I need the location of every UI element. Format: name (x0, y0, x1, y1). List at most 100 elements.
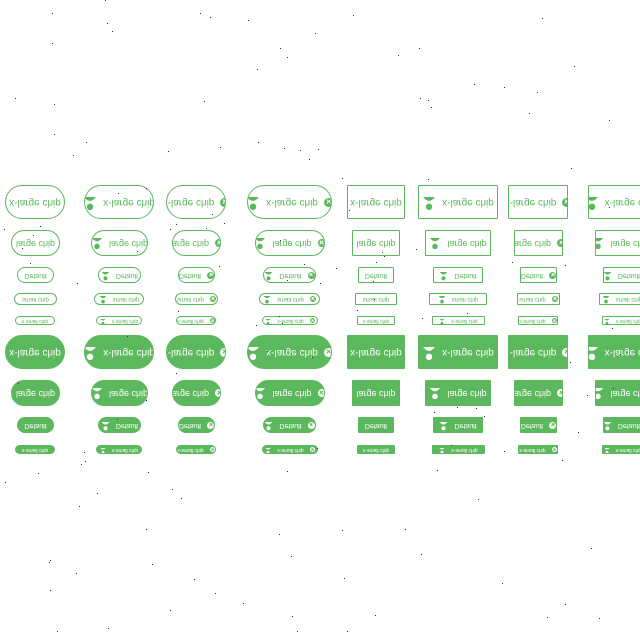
x-large-filled-pill-chip[interactable]: x-large chip (166, 335, 226, 369)
small-outlined-pill-chip[interactable]: small chip (94, 293, 144, 305)
default-outlined-pill-chip[interactable]: Default (98, 267, 141, 283)
close-circle-icon[interactable] (323, 347, 331, 357)
noise-pixel (33, 235, 34, 236)
x-small-filled-rect-chip[interactable]: x-small chip (602, 445, 640, 454)
default-outlined-rect-chip[interactable]: Default (603, 267, 640, 283)
default-outlined-rect-chip[interactable]: Default (433, 267, 483, 283)
close-circle-icon[interactable] (309, 318, 315, 323)
x-large-filled-pill-chip[interactable]: x-large chip (247, 335, 332, 369)
x-large-outlined-rect-chip[interactable]: x-large chip (588, 185, 640, 219)
close-circle-icon[interactable] (207, 421, 214, 429)
default-filled-rect-chip[interactable]: Default (603, 417, 640, 433)
x-large-outlined-rect-chip[interactable]: x-large chip (418, 185, 498, 219)
large-outlined-rect-chip[interactable]: large chip (352, 230, 400, 256)
close-circle-icon[interactable] (551, 318, 557, 323)
x-small-filled-pill-chip[interactable]: x-small chip (176, 445, 216, 454)
close-circle-icon[interactable] (215, 239, 220, 247)
large-outlined-pill-chip[interactable]: large chip (255, 230, 325, 256)
default-outlined-rect-chip[interactable]: Default (358, 267, 394, 283)
close-circle-icon[interactable] (549, 421, 556, 429)
close-circle-icon[interactable] (549, 271, 556, 279)
large-filled-rect-chip[interactable]: large chip (514, 380, 563, 406)
x-small-outlined-rect-chip[interactable]: x-small chip (432, 316, 485, 325)
x-large-filled-pill-chip[interactable]: x-large chip (84, 335, 154, 369)
x-large-outlined-pill-chip[interactable]: x-large chip (5, 185, 65, 219)
large-outlined-rect-chip[interactable]: large chip (514, 230, 563, 256)
close-circle-icon[interactable] (309, 447, 315, 452)
default-filled-pill-chip[interactable]: Default (17, 417, 54, 433)
close-circle-icon[interactable] (309, 296, 316, 302)
default-outlined-pill-chip[interactable]: Default (17, 267, 54, 283)
default-outlined-pill-chip[interactable]: Default (178, 267, 215, 283)
close-circle-icon[interactable] (220, 347, 225, 357)
x-large-filled-rect-chip[interactable]: x-large chip (347, 335, 405, 369)
large-outlined-rect-chip[interactable]: large chip (595, 230, 640, 256)
small-outlined-rect-chip[interactable]: small chip (599, 293, 640, 305)
x-small-filled-rect-chip[interactable]: x-small chip (518, 445, 558, 454)
x-large-filled-rect-chip[interactable]: x-large chip (508, 335, 568, 369)
default-filled-rect-chip[interactable]: Default (358, 417, 394, 433)
large-filled-pill-chip[interactable]: large chip (11, 380, 60, 406)
close-circle-icon[interactable] (557, 239, 562, 247)
x-small-outlined-pill-chip[interactable]: x-small chip (262, 316, 318, 325)
default-filled-pill-chip[interactable]: Default (98, 417, 141, 433)
x-large-filled-pill-chip[interactable]: x-large chip (5, 335, 65, 369)
x-small-outlined-rect-chip[interactable]: x-small chip (357, 316, 395, 325)
x-small-filled-pill-chip[interactable]: x-small chip (96, 445, 142, 454)
close-circle-icon[interactable] (551, 296, 558, 302)
close-circle-icon[interactable] (323, 197, 331, 207)
close-circle-icon[interactable] (562, 197, 567, 207)
x-large-outlined-rect-chip[interactable]: x-large chip (508, 185, 568, 219)
x-small-outlined-rect-chip[interactable]: x-small chip (518, 316, 558, 325)
x-large-outlined-rect-chip[interactable]: x-large chip (347, 185, 405, 219)
x-small-filled-rect-chip[interactable]: x-small chip (432, 445, 485, 454)
default-outlined-rect-chip[interactable]: Default (520, 267, 557, 283)
small-outlined-rect-chip[interactable]: small chip (355, 293, 397, 305)
close-circle-icon[interactable] (209, 296, 216, 302)
large-filled-pill-chip[interactable]: large chip (172, 380, 221, 406)
x-large-filled-rect-chip[interactable]: x-large chip (588, 335, 640, 369)
default-outlined-pill-chip[interactable]: Default (263, 267, 316, 283)
x-small-filled-pill-chip[interactable]: x-small chip (15, 445, 55, 454)
large-filled-rect-chip[interactable]: large chip (595, 380, 640, 406)
close-circle-icon[interactable] (209, 447, 215, 452)
x-small-outlined-pill-chip[interactable]: x-small chip (96, 316, 142, 325)
close-circle-icon[interactable] (307, 271, 315, 279)
close-circle-icon[interactable] (209, 318, 215, 323)
close-circle-icon[interactable] (551, 447, 557, 452)
small-outlined-pill-chip[interactable]: small chip (259, 293, 320, 305)
small-outlined-pill-chip[interactable]: small chip (14, 293, 57, 305)
close-circle-icon[interactable] (307, 421, 315, 429)
close-circle-icon[interactable] (557, 389, 562, 397)
default-filled-rect-chip[interactable]: Default (433, 417, 483, 433)
large-outlined-pill-chip[interactable]: large chip (172, 230, 221, 256)
close-circle-icon[interactable] (207, 271, 214, 279)
default-filled-pill-chip[interactable]: Default (178, 417, 215, 433)
small-outlined-rect-chip[interactable]: small chip (517, 293, 560, 305)
x-small-filled-pill-chip[interactable]: x-small chip (262, 445, 318, 454)
x-large-outlined-pill-chip[interactable]: x-large chip (166, 185, 226, 219)
large-filled-pill-chip[interactable]: large chip (91, 380, 148, 406)
x-large-filled-rect-chip[interactable]: x-large chip (418, 335, 498, 369)
x-small-outlined-rect-chip[interactable]: x-small chip (602, 316, 640, 325)
large-outlined-pill-chip[interactable]: large chip (11, 230, 60, 256)
close-circle-icon[interactable] (220, 197, 225, 207)
small-outlined-pill-chip[interactable]: small chip (175, 293, 218, 305)
x-small-outlined-pill-chip[interactable]: x-small chip (176, 316, 216, 325)
large-outlined-rect-chip[interactable]: large chip (425, 230, 491, 256)
default-filled-rect-chip[interactable]: Default (520, 417, 557, 433)
close-circle-icon[interactable] (317, 389, 324, 397)
small-outlined-rect-chip[interactable]: small chip (429, 293, 487, 305)
large-filled-rect-chip[interactable]: large chip (425, 380, 491, 406)
close-circle-icon[interactable] (317, 239, 324, 247)
close-circle-icon[interactable] (562, 347, 567, 357)
default-filled-pill-chip[interactable]: Default (263, 417, 316, 433)
x-small-outlined-pill-chip[interactable]: x-small chip (15, 316, 55, 325)
large-filled-pill-chip[interactable]: large chip (255, 380, 325, 406)
large-outlined-pill-chip[interactable]: large chip (91, 230, 148, 256)
x-small-filled-rect-chip[interactable]: x-small chip (357, 445, 395, 454)
large-filled-rect-chip[interactable]: large chip (352, 380, 400, 406)
close-circle-icon[interactable] (215, 389, 220, 397)
x-large-outlined-pill-chip[interactable]: x-large chip (247, 185, 332, 219)
x-large-outlined-pill-chip[interactable]: x-large chip (84, 185, 154, 219)
